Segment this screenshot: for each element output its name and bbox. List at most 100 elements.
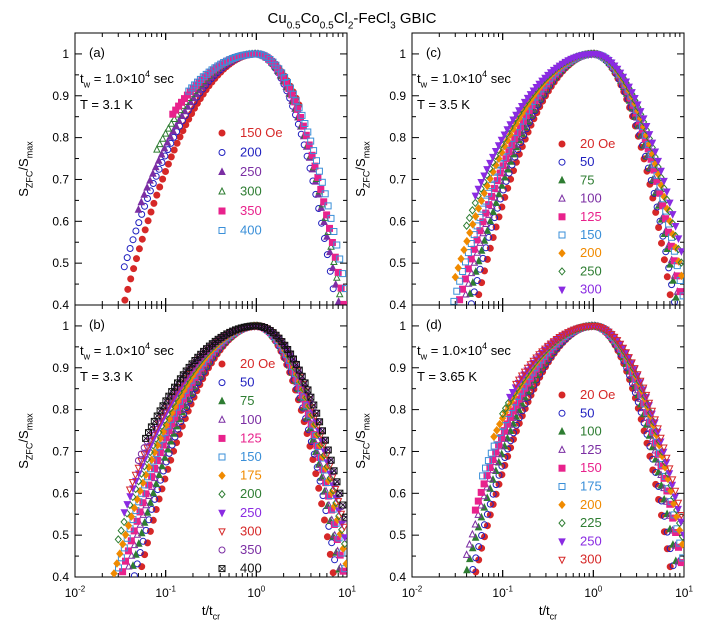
data-point bbox=[637, 110, 645, 119]
y-tick-label: 0.5 bbox=[389, 256, 406, 270]
legend-marker bbox=[558, 248, 566, 258]
legend-a: 150 Oe 200 250 300 350 400 bbox=[218, 125, 283, 238]
data-point bbox=[316, 418, 323, 426]
data-point bbox=[501, 404, 510, 413]
data-point bbox=[467, 255, 475, 263]
y-tick-label: 0.4 bbox=[389, 298, 406, 312]
data-point bbox=[168, 388, 175, 395]
data-point bbox=[174, 379, 181, 387]
legend-label: 50 bbox=[580, 405, 594, 420]
data-point bbox=[151, 464, 158, 472]
data-point bbox=[498, 181, 506, 189]
data-point bbox=[138, 235, 146, 243]
legend-marker bbox=[218, 379, 226, 387]
data-point bbox=[278, 338, 286, 345]
data-point bbox=[642, 123, 651, 131]
data-point bbox=[307, 137, 315, 145]
data-point bbox=[126, 245, 134, 252]
data-point bbox=[148, 505, 156, 513]
y-tick-label: 0.8 bbox=[52, 403, 69, 417]
data-point bbox=[480, 188, 488, 198]
data-point bbox=[645, 131, 654, 139]
data-point bbox=[469, 220, 477, 229]
series-b-11 bbox=[142, 322, 347, 521]
panel-label: (a) bbox=[89, 45, 105, 60]
y-tick-label: 1 bbox=[399, 47, 406, 61]
data-point bbox=[677, 559, 684, 567]
data-point bbox=[654, 157, 663, 166]
legend-marker bbox=[218, 227, 226, 234]
y-tick-label: 0.7 bbox=[52, 444, 69, 458]
data-point bbox=[671, 493, 680, 502]
data-point bbox=[488, 153, 497, 162]
data-point bbox=[463, 236, 471, 246]
data-point bbox=[613, 337, 622, 345]
data-point bbox=[124, 561, 133, 570]
data-point bbox=[154, 156, 163, 164]
y-tick-label: 0.7 bbox=[52, 172, 69, 186]
data-point bbox=[471, 198, 479, 208]
y-tick-label: 0.5 bbox=[389, 528, 406, 542]
data-point bbox=[520, 98, 529, 107]
data-point bbox=[160, 143, 169, 152]
data-point bbox=[508, 389, 517, 397]
y-tick-label: 1 bbox=[62, 319, 69, 333]
data-point bbox=[153, 191, 161, 199]
legend-marker bbox=[558, 391, 566, 399]
data-point bbox=[665, 199, 674, 208]
data-point bbox=[474, 510, 483, 518]
data-point bbox=[134, 457, 142, 464]
data-point bbox=[304, 128, 312, 136]
data-point bbox=[480, 172, 488, 181]
data-point bbox=[674, 235, 683, 244]
data-point bbox=[622, 78, 631, 87]
data-point bbox=[474, 185, 483, 194]
data-point bbox=[334, 268, 342, 276]
data-point bbox=[149, 169, 157, 177]
data-point bbox=[658, 239, 665, 247]
data-point bbox=[333, 536, 341, 543]
data-point bbox=[318, 178, 326, 186]
data-point bbox=[304, 386, 312, 394]
data-point bbox=[323, 232, 331, 240]
data-point bbox=[130, 540, 139, 549]
data-point bbox=[475, 291, 483, 299]
data-point bbox=[340, 300, 347, 305]
data-point bbox=[666, 206, 674, 216]
data-point bbox=[657, 434, 665, 443]
data-point bbox=[656, 438, 665, 447]
data-point bbox=[180, 371, 187, 379]
figure-title-group: Cu0.5Co0.5Cl2-FeCl3 GBIC bbox=[268, 10, 437, 31]
data-point bbox=[456, 277, 464, 285]
data-point bbox=[136, 549, 144, 556]
data-point bbox=[326, 550, 334, 558]
data-point bbox=[648, 407, 657, 416]
x-tick-label: 100 bbox=[584, 585, 602, 600]
legend-marker bbox=[218, 149, 226, 156]
data-point bbox=[493, 426, 501, 435]
panel-ticks: 0.4 0.5 0.6 0.7 0.8 0.9 1 10-2 10-1 100 101 bbox=[389, 305, 693, 600]
data-point bbox=[127, 551, 136, 559]
data-point bbox=[151, 495, 159, 503]
data-point bbox=[628, 89, 636, 97]
data-point bbox=[492, 198, 500, 206]
data-point bbox=[139, 537, 147, 545]
x-tick-label: 101 bbox=[675, 585, 693, 600]
data-point bbox=[480, 502, 489, 511]
data-point bbox=[622, 349, 631, 357]
y-tick-label: 0.4 bbox=[389, 570, 406, 584]
x-tick-label: 10-2 bbox=[402, 585, 423, 600]
data-point bbox=[529, 357, 538, 366]
data-point bbox=[143, 508, 152, 516]
data-point bbox=[477, 179, 486, 187]
data-point bbox=[129, 561, 137, 569]
data-point bbox=[143, 444, 151, 453]
data-point bbox=[324, 202, 332, 210]
data-point bbox=[326, 473, 334, 483]
legend-label: 20 Oe bbox=[580, 387, 615, 402]
data-point bbox=[651, 148, 660, 157]
y-tick-label: 0.5 bbox=[52, 256, 69, 270]
data-point bbox=[467, 268, 476, 277]
data-point bbox=[320, 217, 328, 225]
data-point bbox=[170, 146, 178, 154]
